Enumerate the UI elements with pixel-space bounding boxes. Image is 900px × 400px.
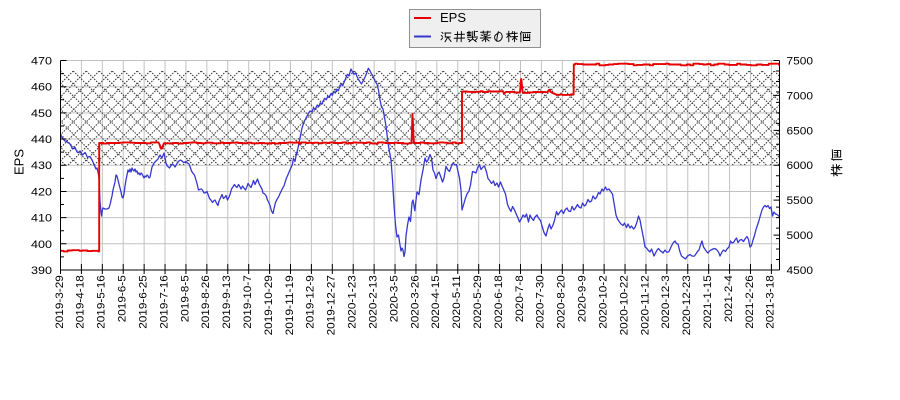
svg-text:2020-5-29: 2020-5-29	[472, 275, 484, 329]
svg-text:2019-10-29: 2019-10-29	[263, 275, 275, 335]
svg-text:2020-5-11: 2020-5-11	[451, 275, 463, 329]
svg-text:2019-12-27: 2019-12-27	[326, 275, 338, 335]
svg-text:EPS: EPS	[12, 149, 27, 175]
svg-text:2019-3-29: 2019-3-29	[54, 275, 66, 329]
svg-text:2020-3-26: 2020-3-26	[409, 275, 421, 329]
svg-text:5500: 5500	[787, 195, 814, 207]
svg-text:440: 440	[31, 134, 52, 146]
svg-text:420: 420	[31, 186, 52, 198]
svg-text:2019-8-5: 2019-8-5	[179, 275, 191, 322]
svg-text:2019-12-9: 2019-12-9	[305, 275, 317, 329]
svg-text:4500: 4500	[787, 265, 814, 277]
svg-text:2020-12-3: 2020-12-3	[660, 275, 672, 329]
svg-text:410: 410	[31, 213, 52, 225]
svg-text:470: 470	[31, 56, 52, 68]
svg-text:2019-11-19: 2019-11-19	[284, 275, 296, 335]
svg-text:5000: 5000	[787, 230, 814, 242]
svg-text:2021-1-15: 2021-1-15	[702, 275, 714, 329]
svg-text:2020-7-30: 2020-7-30	[535, 275, 547, 329]
svg-text:2020-9-9: 2020-9-9	[577, 275, 589, 322]
svg-text:2021-3-18: 2021-3-18	[765, 275, 777, 329]
svg-text:2020-6-18: 2020-6-18	[493, 275, 505, 329]
svg-text:2020-10-22: 2020-10-22	[618, 275, 630, 335]
svg-text:450: 450	[31, 108, 52, 120]
svg-text:6500: 6500	[787, 125, 814, 137]
svg-text:2020-8-20: 2020-8-20	[556, 275, 568, 329]
svg-text:2019-6-25: 2019-6-25	[137, 275, 149, 329]
svg-text:EPS: EPS	[440, 10, 466, 25]
svg-text:2021-2-26: 2021-2-26	[744, 275, 756, 329]
svg-text:2021-2-4: 2021-2-4	[723, 275, 735, 322]
svg-text:2020-7-8: 2020-7-8	[514, 275, 526, 322]
svg-text:390: 390	[31, 265, 52, 277]
svg-text:7000: 7000	[787, 90, 814, 102]
svg-text:460: 460	[31, 82, 52, 94]
svg-text:2019-7-16: 2019-7-16	[158, 275, 170, 329]
svg-text:2020-3-5: 2020-3-5	[388, 275, 400, 322]
svg-text:400: 400	[31, 239, 52, 251]
svg-text:6000: 6000	[787, 160, 814, 172]
svg-text:2020-1-23: 2020-1-23	[347, 275, 359, 329]
svg-text:2020-11-12: 2020-11-12	[639, 275, 651, 335]
svg-text:2020-12-23: 2020-12-23	[681, 275, 693, 335]
svg-text:2019-9-13: 2019-9-13	[221, 275, 233, 329]
svg-text:2020-2-13: 2020-2-13	[367, 275, 379, 329]
svg-text:2020-10-2: 2020-10-2	[597, 275, 609, 329]
svg-text:2020-4-15: 2020-4-15	[430, 275, 442, 329]
svg-text:2019-6-5: 2019-6-5	[117, 275, 129, 322]
svg-text:2019-8-26: 2019-8-26	[200, 275, 212, 329]
svg-text:2019-5-16: 2019-5-16	[96, 275, 108, 329]
svg-text:2019-10-7: 2019-10-7	[242, 275, 254, 329]
svg-text:2019-4-18: 2019-4-18	[75, 275, 87, 329]
svg-text:430: 430	[31, 160, 52, 172]
svg-text:7500: 7500	[787, 56, 814, 68]
